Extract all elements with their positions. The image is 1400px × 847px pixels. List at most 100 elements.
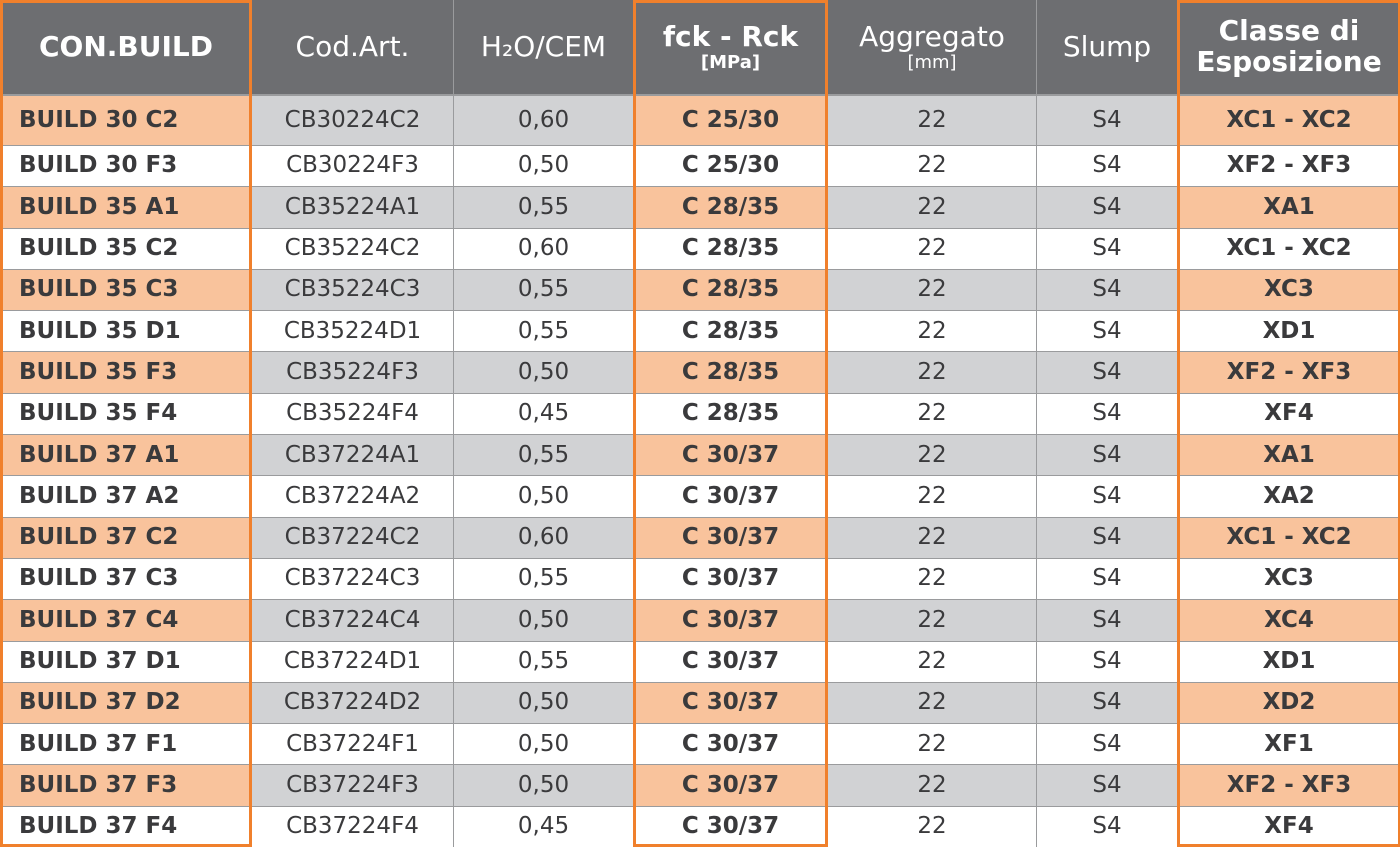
cell-text: CB37224F4 [286,813,419,840]
cell-text: XF4 [1264,400,1314,427]
header-cell: Aggregato [mm] [828,0,1036,94]
cell-text: C 30/37 [681,813,780,840]
table-cell: 22 [828,311,1036,352]
cell-text: C 30/37 [681,524,780,551]
table-cell: C 28/35 [634,187,827,228]
cell-text: BUILD 37 F1 [19,730,178,757]
table-cell: C 30/37 [634,558,827,600]
table-cell: C 30/37 [634,641,827,682]
table-cell: XC1 - XC2 [1178,96,1400,145]
cell-text: XF4 [1264,813,1314,840]
cell-text: 0,50 [517,730,570,757]
cell-text: C 28/35 [681,235,780,262]
cell-text: BUILD 37 C3 [19,565,179,592]
cell-text: 22 [917,400,947,427]
cell-text: S4 [1092,276,1122,303]
table-cell: 22 [828,600,1036,641]
table-cell: CB37224F3 [252,765,453,806]
cell-text: CB37224C4 [284,606,421,633]
cell-text: C 30/37 [681,689,780,716]
table-cell: 22 [828,96,1036,145]
cell-text: 22 [917,482,947,509]
table-cell: C 30/37 [634,600,827,641]
cell-text: C 30/37 [681,771,780,798]
cell-text: XF2 - XF3 [1226,152,1352,179]
header-cell: Classe di Esposizione [1178,0,1400,94]
cell-text: BUILD 37 D2 [19,689,181,716]
cell-text: C 28/35 [681,358,780,385]
cell-text: BUILD 37 C4 [19,606,179,633]
cell-text: S4 [1092,441,1122,468]
table-cell: S4 [1037,682,1177,724]
cell-text: S4 [1092,152,1122,179]
cell-text: 0,50 [517,482,570,509]
cell-text: 0,55 [517,276,570,303]
cell-text: 0,55 [517,317,570,344]
table-cell: S4 [1037,311,1177,352]
table-cell: 22 [828,724,1036,765]
table-cell: C 30/37 [634,765,827,806]
cell-text: BUILD 37 C2 [19,524,179,551]
cell-text: BUILD 37 D1 [19,648,181,674]
cell-text: 0,55 [517,193,570,220]
cell-text: CB37224A2 [284,482,421,509]
cell-text: C 30/37 [681,648,780,674]
table-cell: XD1 [1178,311,1400,352]
header-title: Aggregato [859,19,1005,53]
table-cell: XF2 - XF3 [1178,146,1400,187]
table-cell: BUILD 37 F4 [1,806,251,847]
table-cell: XD2 [1178,682,1400,724]
cell-text: C 30/37 [681,565,780,592]
header-cell: CON.BUILD [1,0,251,94]
cell-text: C 30/37 [681,482,780,509]
table-cell: C 28/35 [634,269,827,311]
table-cell: BUILD 37 C4 [1,600,251,641]
table-cell: XF2 - XF3 [1178,352,1400,393]
cell-text: S4 [1092,565,1122,592]
table-cell: 22 [828,146,1036,187]
cell-text: CB35224F4 [286,400,419,427]
table-cell: S4 [1037,187,1177,228]
table-cell: CB37224F4 [252,806,453,847]
table-cell: S4 [1037,806,1177,847]
table-cell: CB35224F3 [252,352,453,393]
table-cell: 22 [828,435,1036,476]
cell-text: BUILD 30 F3 [19,152,178,179]
table-cell: BUILD 35 C3 [1,269,251,311]
table-cell: BUILD 37 D2 [1,682,251,724]
cell-text: XC3 [1264,276,1314,303]
cell-text: 22 [917,606,947,633]
table-cell: C 25/30 [634,146,827,187]
table-cell: S4 [1037,393,1177,435]
cell-text: CB37224C2 [284,524,421,551]
table-cell: 0,55 [454,311,633,352]
cell-text: BUILD 37 F3 [19,771,178,798]
header-title: Classe di Esposizione [1196,14,1382,78]
table-cell: CB30224F3 [252,146,453,187]
table-cell: S4 [1037,269,1177,311]
table-cell: BUILD 37 C3 [1,558,251,600]
table-cell: 0,50 [454,476,633,517]
table-cell: 22 [828,228,1036,269]
cell-text: XA1 [1263,193,1315,220]
table-cell: C 28/35 [634,311,827,352]
table-cell: CB35224D1 [252,311,453,352]
table-cell: CB35224A1 [252,187,453,228]
table-cell: XC4 [1178,600,1400,641]
table-cell: S4 [1037,228,1177,269]
table-cell: CB30224C2 [252,96,453,145]
cell-text: XD1 [1262,317,1316,344]
table-cell: S4 [1037,765,1177,806]
table-cell: 22 [828,476,1036,517]
table-cell: C 30/37 [634,517,827,558]
table-cell: XF4 [1178,393,1400,435]
table-cell: BUILD 35 C2 [1,228,251,269]
table-cell: CB37224A2 [252,476,453,517]
cell-text: CB35224C3 [284,276,421,303]
cell-text: BUILD 37 A2 [19,482,180,509]
cell-text: 0,55 [517,441,570,468]
table-cell: 22 [828,269,1036,311]
header-cell: fck - Rck [MPa] [634,0,827,94]
table-cell: 0,55 [454,269,633,311]
